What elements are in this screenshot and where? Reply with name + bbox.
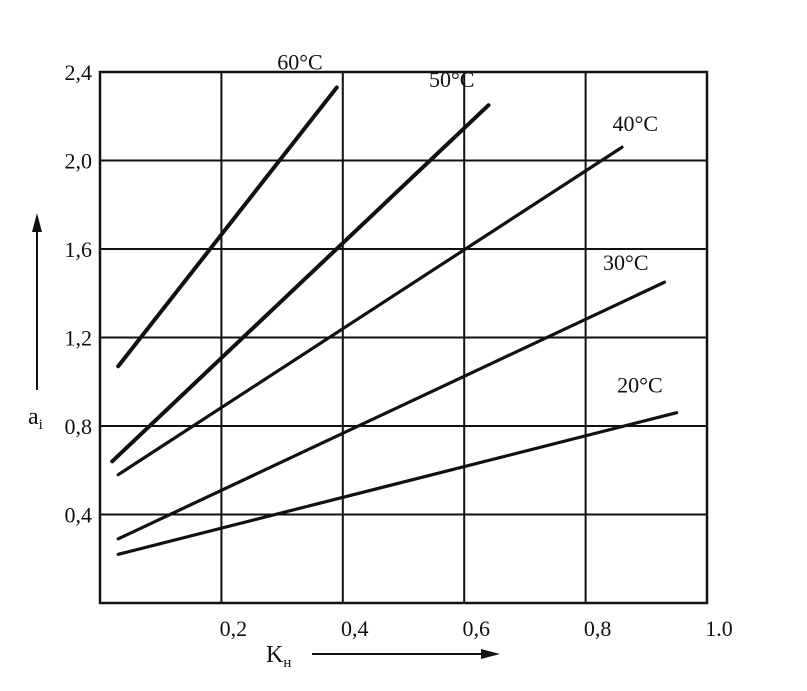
- x-axis-ticks: 0,2 0,4 0,6 0,8 1.0: [220, 616, 733, 641]
- x-tick-label: 0,8: [584, 616, 612, 641]
- series-line: [116, 280, 667, 541]
- series-label: 50°C: [429, 67, 474, 92]
- x-tick-label: 0,2: [220, 616, 248, 641]
- series-label: 60°C: [277, 49, 322, 74]
- series-label: 20°C: [617, 373, 662, 398]
- x-axis-label: Kн: [266, 642, 291, 671]
- series-label: 40°C: [613, 111, 658, 136]
- y-axis-arrow: [32, 213, 42, 390]
- x-tick-label: 0,4: [341, 616, 369, 641]
- series-label: 30°C: [603, 250, 648, 275]
- x-tick-label: 0,6: [462, 616, 490, 641]
- x-tick-label: 1.0: [705, 616, 733, 641]
- x-axis-arrow: [312, 649, 500, 659]
- plot-frame: [98, 70, 709, 605]
- y-axis-label: ai: [28, 404, 43, 433]
- y-tick-label: 0,4: [65, 503, 93, 528]
- y-axis-ticks: 0,4 0,8 1,2 1,6 2,0 2,4: [65, 60, 93, 528]
- y-tick-label: 0,8: [65, 414, 93, 439]
- grid: [100, 72, 707, 603]
- y-tick-label: 2,4: [65, 60, 93, 85]
- series-line: [116, 145, 624, 477]
- y-tick-label: 1,2: [65, 326, 93, 351]
- y-tick-label: 1,6: [65, 237, 93, 262]
- series-line: [110, 103, 491, 464]
- series: 60°C 50°C 40°C 30°C 20°C: [110, 49, 679, 556]
- y-tick-label: 2,0: [65, 149, 93, 174]
- series-line: [116, 85, 339, 369]
- series-line: [116, 411, 679, 556]
